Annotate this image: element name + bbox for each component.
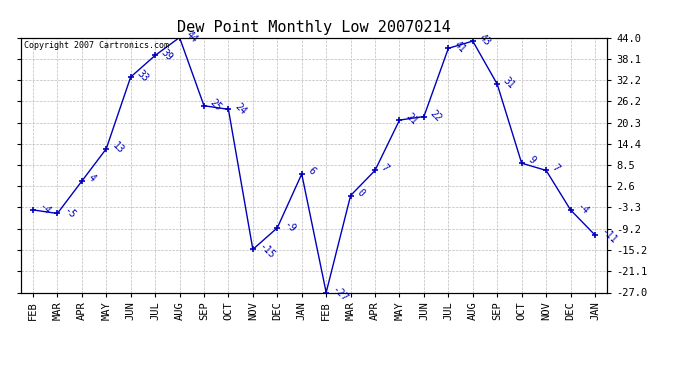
Text: 22: 22 (428, 108, 444, 123)
Text: 7: 7 (550, 162, 562, 173)
Text: 33: 33 (135, 69, 150, 84)
Text: -15: -15 (257, 241, 277, 261)
Text: 39: 39 (159, 47, 175, 62)
Text: 13: 13 (110, 140, 126, 156)
Text: -9: -9 (282, 219, 297, 235)
Title: Dew Point Monthly Low 20070214: Dew Point Monthly Low 20070214 (177, 20, 451, 35)
Text: 9: 9 (526, 155, 537, 166)
Text: 0: 0 (355, 187, 366, 198)
Text: -4: -4 (37, 201, 52, 217)
Text: -11: -11 (599, 226, 619, 246)
Text: 25: 25 (208, 97, 224, 112)
Text: 6: 6 (306, 165, 317, 177)
Text: 44: 44 (184, 29, 199, 45)
Text: Copyright 2007 Cartronics.com: Copyright 2007 Cartronics.com (23, 41, 168, 50)
Text: 21: 21 (404, 112, 419, 127)
Text: -27: -27 (331, 284, 350, 304)
Text: 7: 7 (380, 162, 391, 173)
Text: 4: 4 (86, 173, 97, 184)
Text: 24: 24 (233, 101, 248, 116)
Text: 31: 31 (502, 76, 517, 91)
Text: -5: -5 (61, 205, 77, 220)
Text: -4: -4 (575, 201, 590, 217)
Text: 43: 43 (477, 33, 492, 48)
Text: 41: 41 (453, 40, 468, 55)
